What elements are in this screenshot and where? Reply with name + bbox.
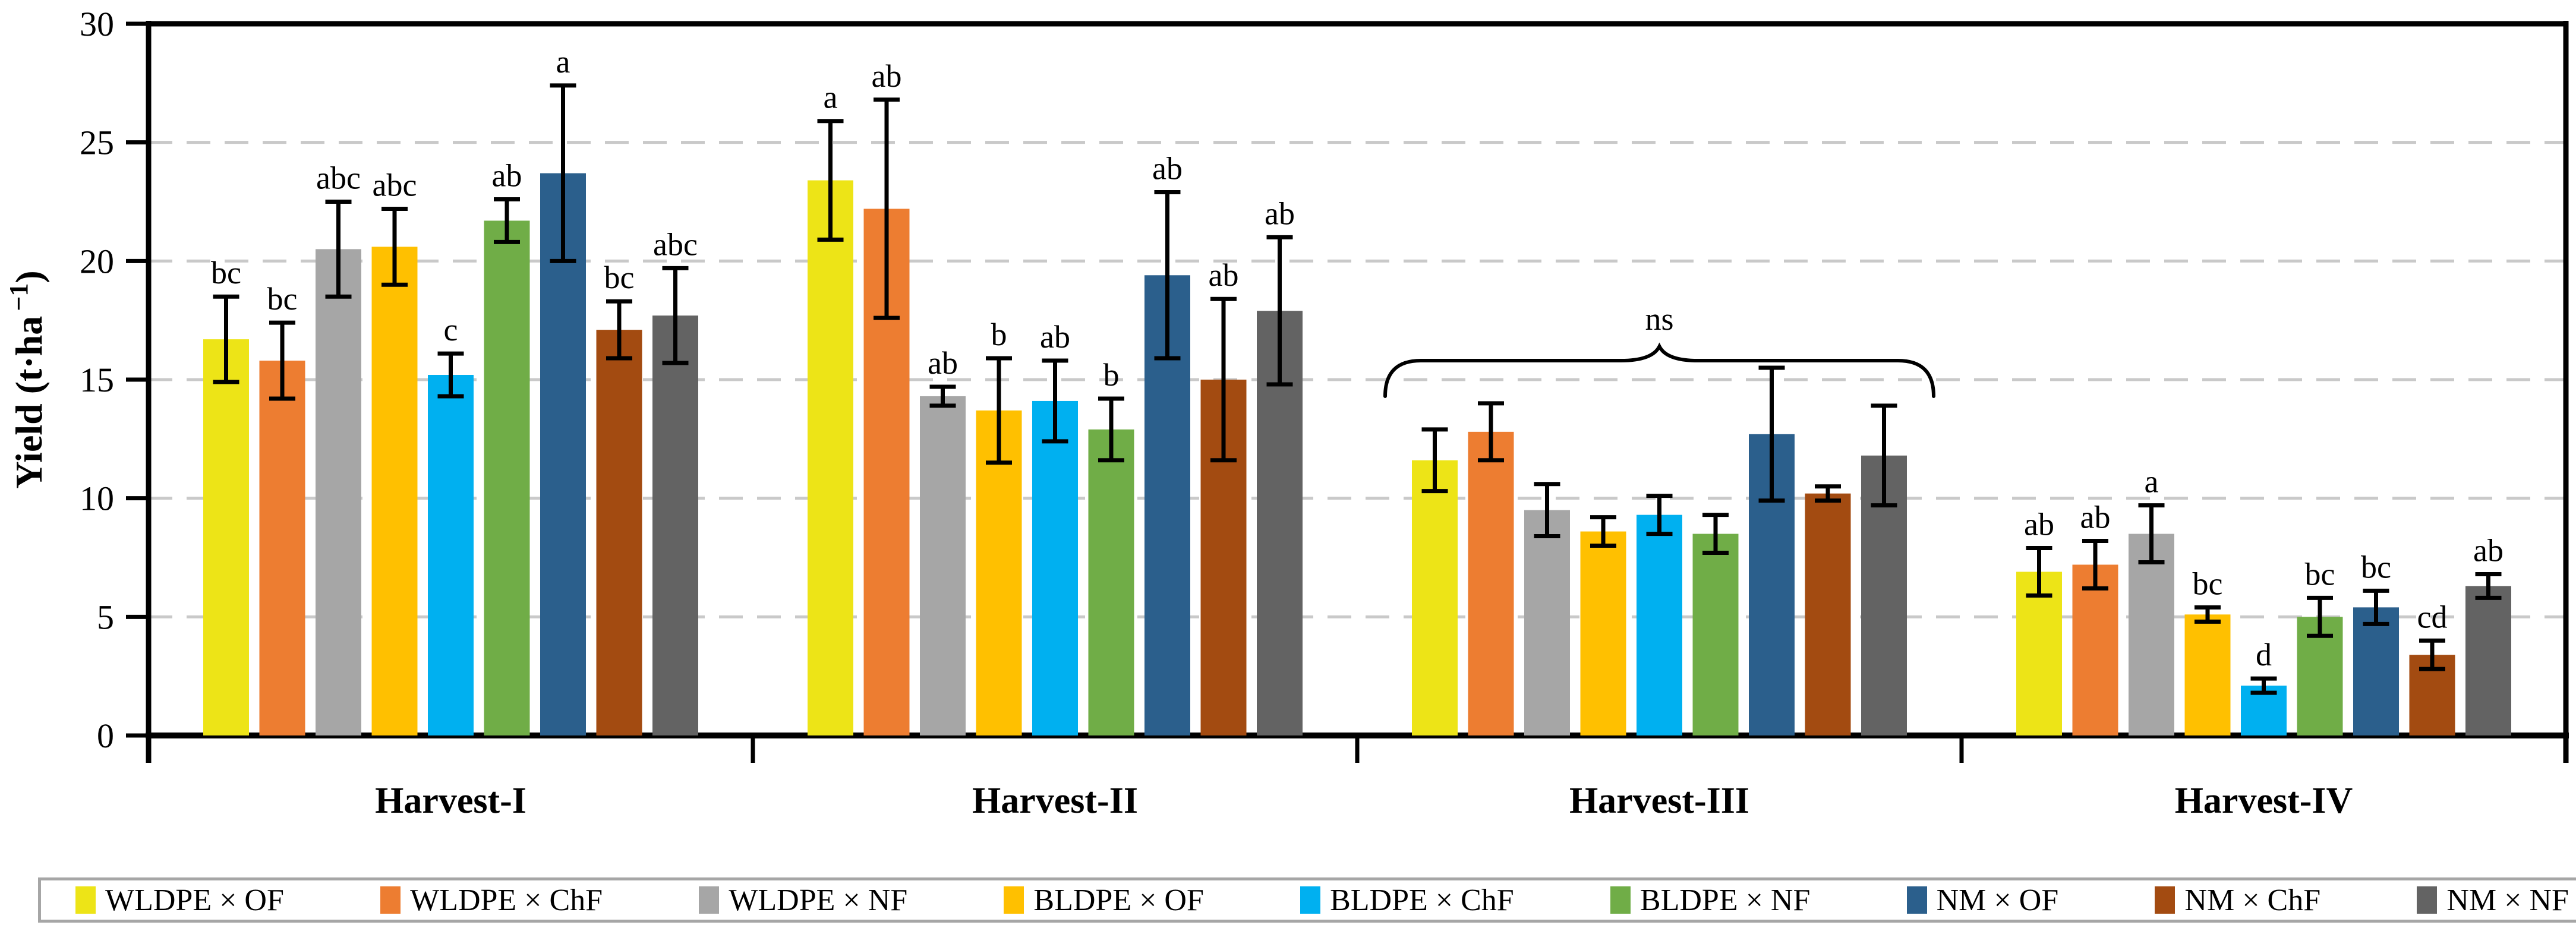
legend: WLDPE × OF WLDPE × ChF WLDPE × NF BLDPE × O… — [38, 877, 2576, 923]
sig-letter: bc — [211, 255, 241, 291]
y-axis-title: Yield (t·ha−1) — [4, 270, 50, 488]
legend-item-NM×ChF: NM × ChF — [2155, 883, 2320, 918]
sig-letter: bc — [2361, 549, 2391, 585]
legend-label: WLDPE × NF — [729, 883, 908, 917]
bar-BLDPE×NF-Harvest-III — [1692, 533, 1739, 735]
legend-swatch-icon — [1610, 886, 1631, 914]
y-tick-label-30: 30 — [80, 5, 114, 43]
legend-swatch-icon — [1004, 886, 1024, 914]
bar-WLDPE×ChF-Harvest-IV — [2072, 564, 2118, 735]
y-tick-label-10: 10 — [80, 479, 114, 518]
bar-WLDPE×OF-Harvest-II — [808, 180, 853, 735]
sig-letter: c — [444, 312, 458, 348]
bar-BLDPE×OF-Harvest-III — [1580, 531, 1626, 735]
sig-letter: ab — [1265, 195, 1295, 231]
ns-label: ns — [1645, 301, 1673, 337]
bar-WLDPE×OF-Harvest-IV — [2016, 572, 2062, 735]
legend-label: BLDPE × NF — [1639, 883, 1811, 917]
ns-brace — [1383, 342, 1935, 398]
legend-swatch-icon — [1906, 886, 1927, 914]
legend-label: BLDPE × ChF — [1330, 883, 1514, 917]
legend-item-BLDPE×ChF: BLDPE × ChF — [1300, 883, 1514, 918]
legend-label: WLDPE × OF — [105, 883, 284, 917]
category-label-Harvest-I: Harvest-I — [375, 781, 526, 821]
sig-letter: bc — [604, 260, 635, 295]
y-tick-label-25: 25 — [80, 124, 114, 162]
y-tick-label-0: 0 — [97, 716, 114, 755]
sig-letter: ab — [1152, 151, 1183, 187]
sig-letter: bc — [267, 281, 298, 317]
sig-letter: ab — [872, 58, 902, 94]
sig-letter: ab — [928, 345, 958, 381]
legend-label: NM × ChF — [2184, 883, 2321, 917]
bar-WLDPE×OF-Harvest-III — [1412, 460, 1458, 735]
sig-letter: abc — [653, 226, 698, 262]
bar-WLDPE×NF-Harvest-II — [920, 396, 966, 735]
bar-BLDPE×NF-Harvest-I — [484, 220, 530, 735]
bar-NM×NF-Harvest-IV — [2465, 586, 2511, 735]
legend-label: NM × OF — [1936, 883, 2059, 917]
sig-letter: a — [556, 44, 570, 80]
sig-letter: ab — [2473, 532, 2504, 568]
bar-WLDPE×OF-Harvest-I — [203, 339, 249, 735]
legend-item-BLDPE×OF: BLDPE × OF — [1004, 883, 1204, 918]
bar-NM×NF-Harvest-I — [652, 315, 698, 735]
bar-NM×ChF-Harvest-I — [596, 330, 642, 735]
sig-letter: bc — [2305, 556, 2335, 592]
sig-letter: abc — [316, 160, 361, 196]
legend-item-WLDPE×NF: WLDPE × NF — [699, 883, 907, 918]
legend-swatch-icon — [2155, 886, 2175, 914]
sig-letter: b — [991, 317, 1007, 352]
sig-letter: bc — [2193, 566, 2223, 601]
category-label-Harvest-III: Harvest-III — [1569, 781, 1749, 821]
sig-letter: abc — [373, 167, 417, 203]
sig-letter: ab — [492, 158, 522, 194]
bar-NM×OF-Harvest-IV — [2353, 607, 2399, 735]
sig-letter: ab — [2024, 507, 2054, 542]
sig-letter: ab — [1209, 257, 1239, 293]
bar-WLDPE×NF-Harvest-III — [1524, 510, 1570, 735]
legend-item-NM×OF: NM × OF — [1906, 883, 2059, 918]
bar-NM×OF-Harvest-I — [540, 173, 586, 736]
y-tick-label-15: 15 — [80, 361, 114, 399]
bar-BLDPE×NF-Harvest-II — [1088, 429, 1134, 735]
legend-swatch-icon — [1300, 886, 1321, 914]
bar-WLDPE×NF-Harvest-I — [316, 249, 361, 735]
sig-letter: ab — [2080, 500, 2111, 535]
y-tick-label-20: 20 — [80, 242, 114, 280]
legend-item-WLDPE×ChF: WLDPE × ChF — [380, 883, 603, 918]
legend-label: WLDPE × ChF — [410, 883, 603, 917]
legend-label: NM × NF — [2446, 883, 2569, 917]
legend-swatch-icon — [699, 886, 720, 914]
bar-WLDPE×ChF-Harvest-I — [259, 361, 305, 735]
sig-letter: b — [1103, 357, 1120, 393]
bar-BLDPE×OF-Harvest-I — [371, 247, 418, 736]
legend-label: BLDPE × OF — [1033, 883, 1204, 917]
bar-BLDPE×ChF-Harvest-I — [428, 375, 474, 735]
legend-swatch-icon — [2417, 886, 2438, 914]
sig-letter: a — [2145, 464, 2159, 500]
bar-WLDPE×NF-Harvest-IV — [2129, 533, 2174, 735]
legend-item-NM×NF: NM × NF — [2417, 883, 2569, 918]
bar-BLDPE×OF-Harvest-IV — [2184, 614, 2231, 735]
bar-NM×ChF-Harvest-III — [1805, 493, 1851, 735]
category-label-Harvest-II: Harvest-II — [972, 781, 1138, 821]
sig-letter: d — [2256, 637, 2272, 673]
bar-BLDPE×ChF-Harvest-III — [1637, 514, 1682, 735]
bar-WLDPE×ChF-Harvest-III — [1468, 431, 1514, 735]
category-label-Harvest-IV: Harvest-IV — [2175, 781, 2353, 821]
legend-item-WLDPE×OF: WLDPE × OF — [75, 883, 284, 918]
sig-letter: cd — [2417, 599, 2448, 634]
legend-swatch-icon — [380, 886, 401, 914]
legend-item-BLDPE×NF: BLDPE × NF — [1610, 883, 1810, 918]
sig-letter: a — [824, 80, 838, 115]
bar-BLDPE×ChF-Harvest-II — [1032, 400, 1078, 735]
sig-letter: ab — [1040, 319, 1070, 355]
legend-swatch-icon — [75, 886, 96, 914]
y-tick-label-5: 5 — [97, 598, 114, 636]
